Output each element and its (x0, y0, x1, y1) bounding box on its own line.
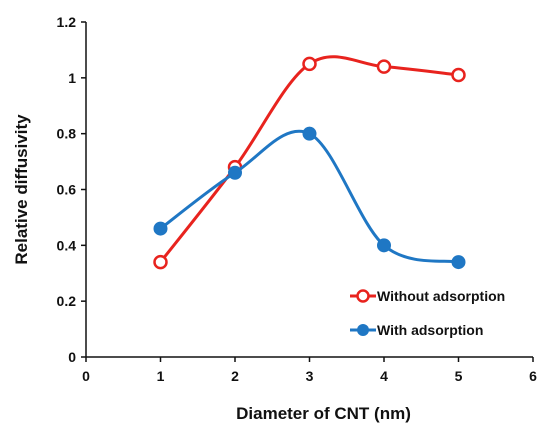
y-tick-label: 1.2 (57, 14, 77, 30)
data-point (302, 56, 317, 72)
y-tick-label: 0.8 (57, 126, 77, 142)
data-point (302, 126, 317, 141)
legend-marker (356, 289, 370, 303)
y-tick-label: 0.2 (57, 293, 77, 309)
legend-item: Without adsorption (350, 288, 505, 304)
data-point (377, 238, 391, 253)
data-point (451, 67, 466, 83)
data-point (228, 165, 242, 180)
legend-marker (357, 324, 369, 336)
x-tick-label: 1 (157, 368, 165, 384)
y-tick-label: 0 (68, 349, 76, 365)
x-ticks: 0 1 2 3 4 5 6 (82, 357, 537, 384)
data-point (451, 255, 466, 270)
x-tick-label: 5 (455, 368, 463, 384)
x-tick-label: 0 (82, 368, 90, 384)
y-tick-label: 1 (68, 70, 76, 86)
x-tick-label: 2 (231, 368, 239, 384)
y-axis-title: Relative diffusivity (12, 114, 31, 265)
legend-item: With adsorption (350, 322, 483, 338)
series-line (159, 55, 459, 264)
axes (85, 22, 533, 358)
x-axis-title: Diameter of CNT (nm) (236, 404, 411, 423)
x-tick-label: 6 (529, 368, 537, 384)
data-point (153, 221, 168, 236)
series-with-adsorption (153, 126, 466, 270)
series-without-adsorption (153, 55, 466, 270)
data-point (153, 254, 168, 270)
series-line (159, 129, 459, 264)
y-ticks: 0 0.2 0.4 0.6 0.8 1 1.2 (57, 14, 86, 365)
series-layer (153, 55, 466, 270)
legend-label: With adsorption (377, 322, 483, 338)
legend: Without adsorption With adsorption (350, 288, 505, 338)
y-tick-label: 0.6 (57, 182, 77, 198)
y-tick-label: 0.4 (57, 237, 77, 253)
legend-label: Without adsorption (377, 288, 505, 304)
x-tick-label: 3 (306, 368, 314, 384)
x-tick-label: 4 (380, 368, 388, 384)
data-point (376, 59, 392, 74)
